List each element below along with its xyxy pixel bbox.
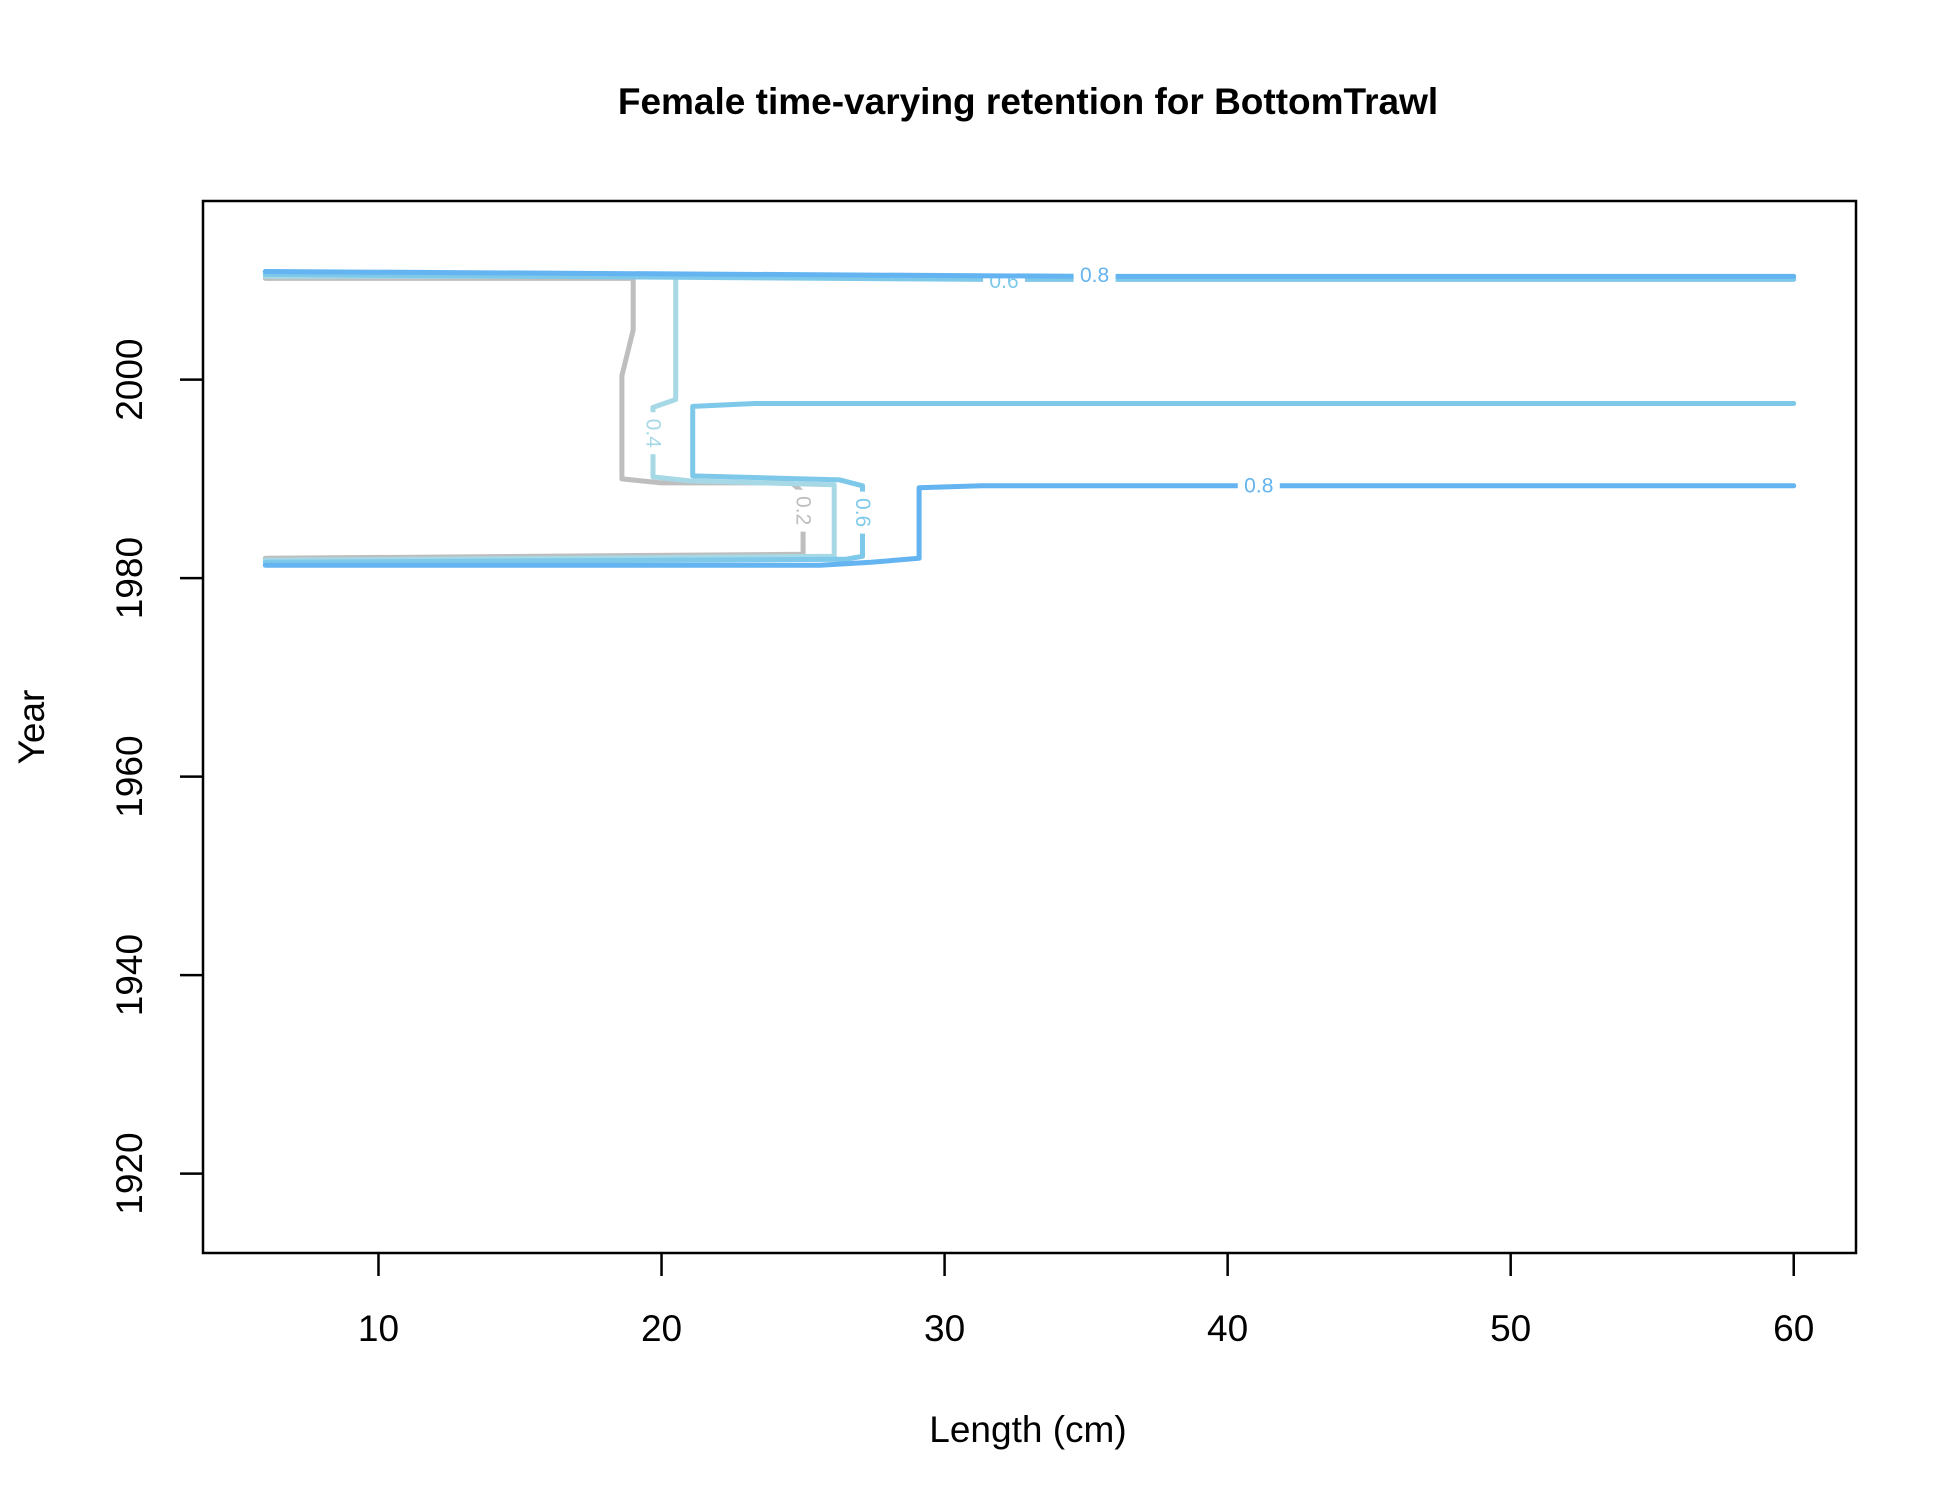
x-tick-label-40: 40 xyxy=(1207,1308,1248,1349)
x-tick-label-60: 60 xyxy=(1773,1308,1814,1349)
x-tick-label-50: 50 xyxy=(1490,1308,1531,1349)
contour-lines: 0.20.40.60.60.80.8 xyxy=(262,264,1797,568)
y-tick-label-1980: 1980 xyxy=(109,537,150,619)
contour-line-0-4-1 xyxy=(262,273,837,563)
plot-frame xyxy=(201,199,1858,1255)
contour-label-gap xyxy=(1073,267,1116,284)
contour-label-0-4: 0.4 xyxy=(642,419,665,449)
contour-line-0-6-3 xyxy=(262,401,1797,565)
y-tick-label-1920: 1920 xyxy=(109,1132,150,1214)
x-axis: 10 20 30 40 50 60 xyxy=(358,1253,1814,1349)
contour-label-0-2: 0.2 xyxy=(792,496,815,525)
contour-label-0-6: 0.6 xyxy=(851,498,874,527)
x-axis-label: Length (cm) xyxy=(929,1409,1126,1450)
contour-label-0-8: 0.8 xyxy=(1244,474,1273,497)
chart-title: Female time-varying retention for Bottom… xyxy=(618,81,1438,122)
x-tick-label-10: 10 xyxy=(358,1308,399,1349)
contour-label-0-8: 0.8 xyxy=(1080,264,1109,287)
contour-label-gap xyxy=(1237,477,1280,494)
contour-line-0-2-0 xyxy=(262,275,806,561)
x-tick-label-20: 20 xyxy=(641,1308,682,1349)
x-tick-label-30: 30 xyxy=(924,1308,965,1349)
contour-label-gap xyxy=(854,491,871,534)
contour-line-0-8-5 xyxy=(262,483,1797,568)
contour-label-gap xyxy=(795,489,812,532)
contour-label-gap xyxy=(645,412,662,455)
y-tick-label-1940: 1940 xyxy=(109,934,150,1016)
y-tick-label-2000: 2000 xyxy=(109,338,150,420)
y-axis: 1920 1940 1960 1980 2000 xyxy=(109,338,203,1215)
y-tick-label-1960: 1960 xyxy=(109,735,150,817)
y-axis-label: Year xyxy=(11,690,52,765)
